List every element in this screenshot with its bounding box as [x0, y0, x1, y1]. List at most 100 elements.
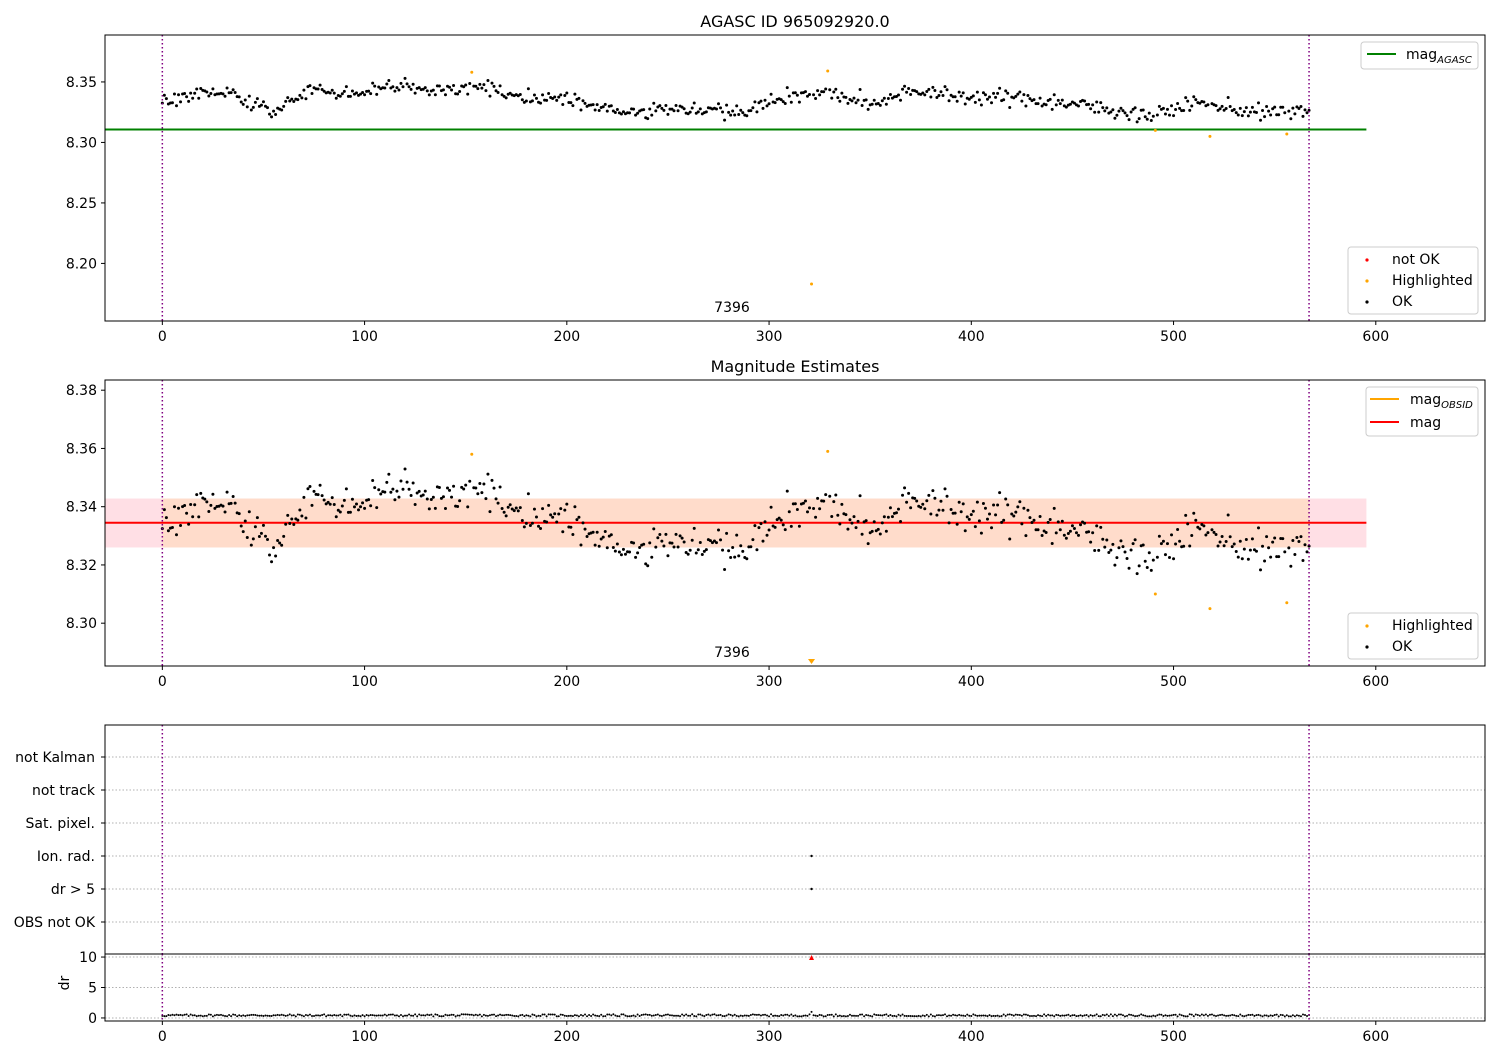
ok-point — [870, 102, 874, 106]
dr-point — [397, 1015, 400, 1018]
ok-point — [818, 93, 822, 97]
dr-point — [408, 1013, 411, 1016]
ok-point — [300, 96, 304, 100]
ok-point — [846, 527, 850, 531]
ok-point — [266, 106, 269, 110]
ok-point — [539, 101, 543, 105]
dr-point — [345, 1013, 348, 1016]
dr-point — [1079, 1014, 1082, 1017]
dr-point — [282, 1014, 285, 1017]
ok-point — [361, 501, 365, 505]
ok-point — [1026, 94, 1030, 97]
ok-point — [763, 520, 767, 524]
ok-point — [166, 529, 170, 533]
dr-point — [248, 1014, 251, 1017]
dr-point — [369, 1013, 372, 1016]
ok-point — [371, 479, 375, 483]
dr-point — [907, 1014, 910, 1017]
dr-point — [355, 1014, 358, 1017]
ok-point — [253, 525, 257, 529]
dr-point — [695, 1015, 698, 1018]
ok-point — [571, 533, 575, 537]
dr-point — [442, 1015, 445, 1018]
mag-ytick-label: 8.36 — [66, 441, 97, 457]
dr-xtick-label: 100 — [351, 1029, 378, 1045]
dr-point — [1053, 1015, 1056, 1018]
ok-point — [634, 113, 638, 117]
ok-point — [1273, 536, 1277, 540]
dr-point — [1000, 1015, 1003, 1018]
dr-point — [757, 1013, 760, 1016]
dr-point — [478, 1013, 481, 1016]
dr-point — [561, 1013, 564, 1016]
ok-point — [824, 493, 828, 497]
dr-point — [1093, 1014, 1096, 1017]
ok-point — [605, 109, 609, 113]
ok-point — [504, 514, 508, 518]
dr-point — [1164, 1014, 1167, 1017]
ok-point — [162, 93, 166, 97]
ok-point — [379, 492, 383, 496]
dr-point — [1111, 1015, 1114, 1018]
ok-point — [387, 79, 391, 83]
ok-point — [559, 93, 563, 97]
dr-point — [624, 1014, 627, 1017]
dr-point — [743, 1014, 746, 1017]
dr-point — [1126, 1014, 1129, 1017]
ok-point — [1168, 113, 1171, 117]
ok-point — [755, 110, 759, 114]
ok-point — [1131, 542, 1135, 546]
ok-point — [401, 85, 405, 89]
ok-point — [191, 96, 195, 100]
ok-point — [953, 511, 957, 515]
ok-point — [1204, 533, 1208, 537]
ok-point — [1301, 114, 1305, 118]
dr-point — [1121, 1014, 1124, 1017]
ok-point — [729, 555, 733, 559]
dr-point — [329, 1014, 332, 1017]
dr-point — [1014, 1013, 1017, 1016]
dr-point — [622, 1013, 625, 1016]
dr-point — [944, 1013, 947, 1016]
ok-point — [1032, 518, 1036, 522]
dr-point — [462, 1013, 465, 1016]
ok-point — [1256, 101, 1260, 105]
ok-point — [985, 517, 989, 521]
ok-point — [971, 509, 975, 513]
ok-point — [686, 112, 690, 116]
ok-point — [1178, 539, 1182, 543]
dr-point — [804, 1014, 807, 1017]
ok-point — [719, 538, 723, 542]
ok-point — [421, 87, 425, 91]
ok-point — [1161, 539, 1165, 543]
ok-point — [650, 113, 654, 117]
ok-point — [547, 92, 551, 95]
ok-point — [1202, 524, 1206, 528]
ok-point — [971, 94, 975, 98]
ok-point — [221, 504, 225, 508]
ok-point — [1058, 102, 1062, 106]
dr-point — [393, 1014, 396, 1017]
dr-point — [1020, 1014, 1023, 1017]
ok-point — [1305, 550, 1309, 554]
ok-point — [897, 93, 900, 97]
ok-point — [727, 549, 731, 553]
dr-point — [1239, 1013, 1242, 1016]
ok-point — [518, 92, 522, 96]
dr-point — [788, 1014, 791, 1017]
ok-point — [397, 495, 401, 499]
dr-point — [1247, 1013, 1250, 1016]
ok-point — [923, 93, 927, 97]
ok-point — [193, 503, 197, 507]
dr-point — [1253, 1014, 1256, 1017]
ok-point — [284, 99, 288, 103]
ok-point — [878, 103, 882, 107]
ok-point — [676, 545, 680, 549]
dr-point — [501, 1014, 504, 1017]
ok-point — [617, 550, 621, 554]
ok-point — [1117, 546, 1121, 550]
dr-point — [1166, 1014, 1169, 1017]
ok-point — [939, 90, 943, 94]
ok-point — [927, 87, 931, 91]
dr-point — [1172, 1013, 1175, 1016]
